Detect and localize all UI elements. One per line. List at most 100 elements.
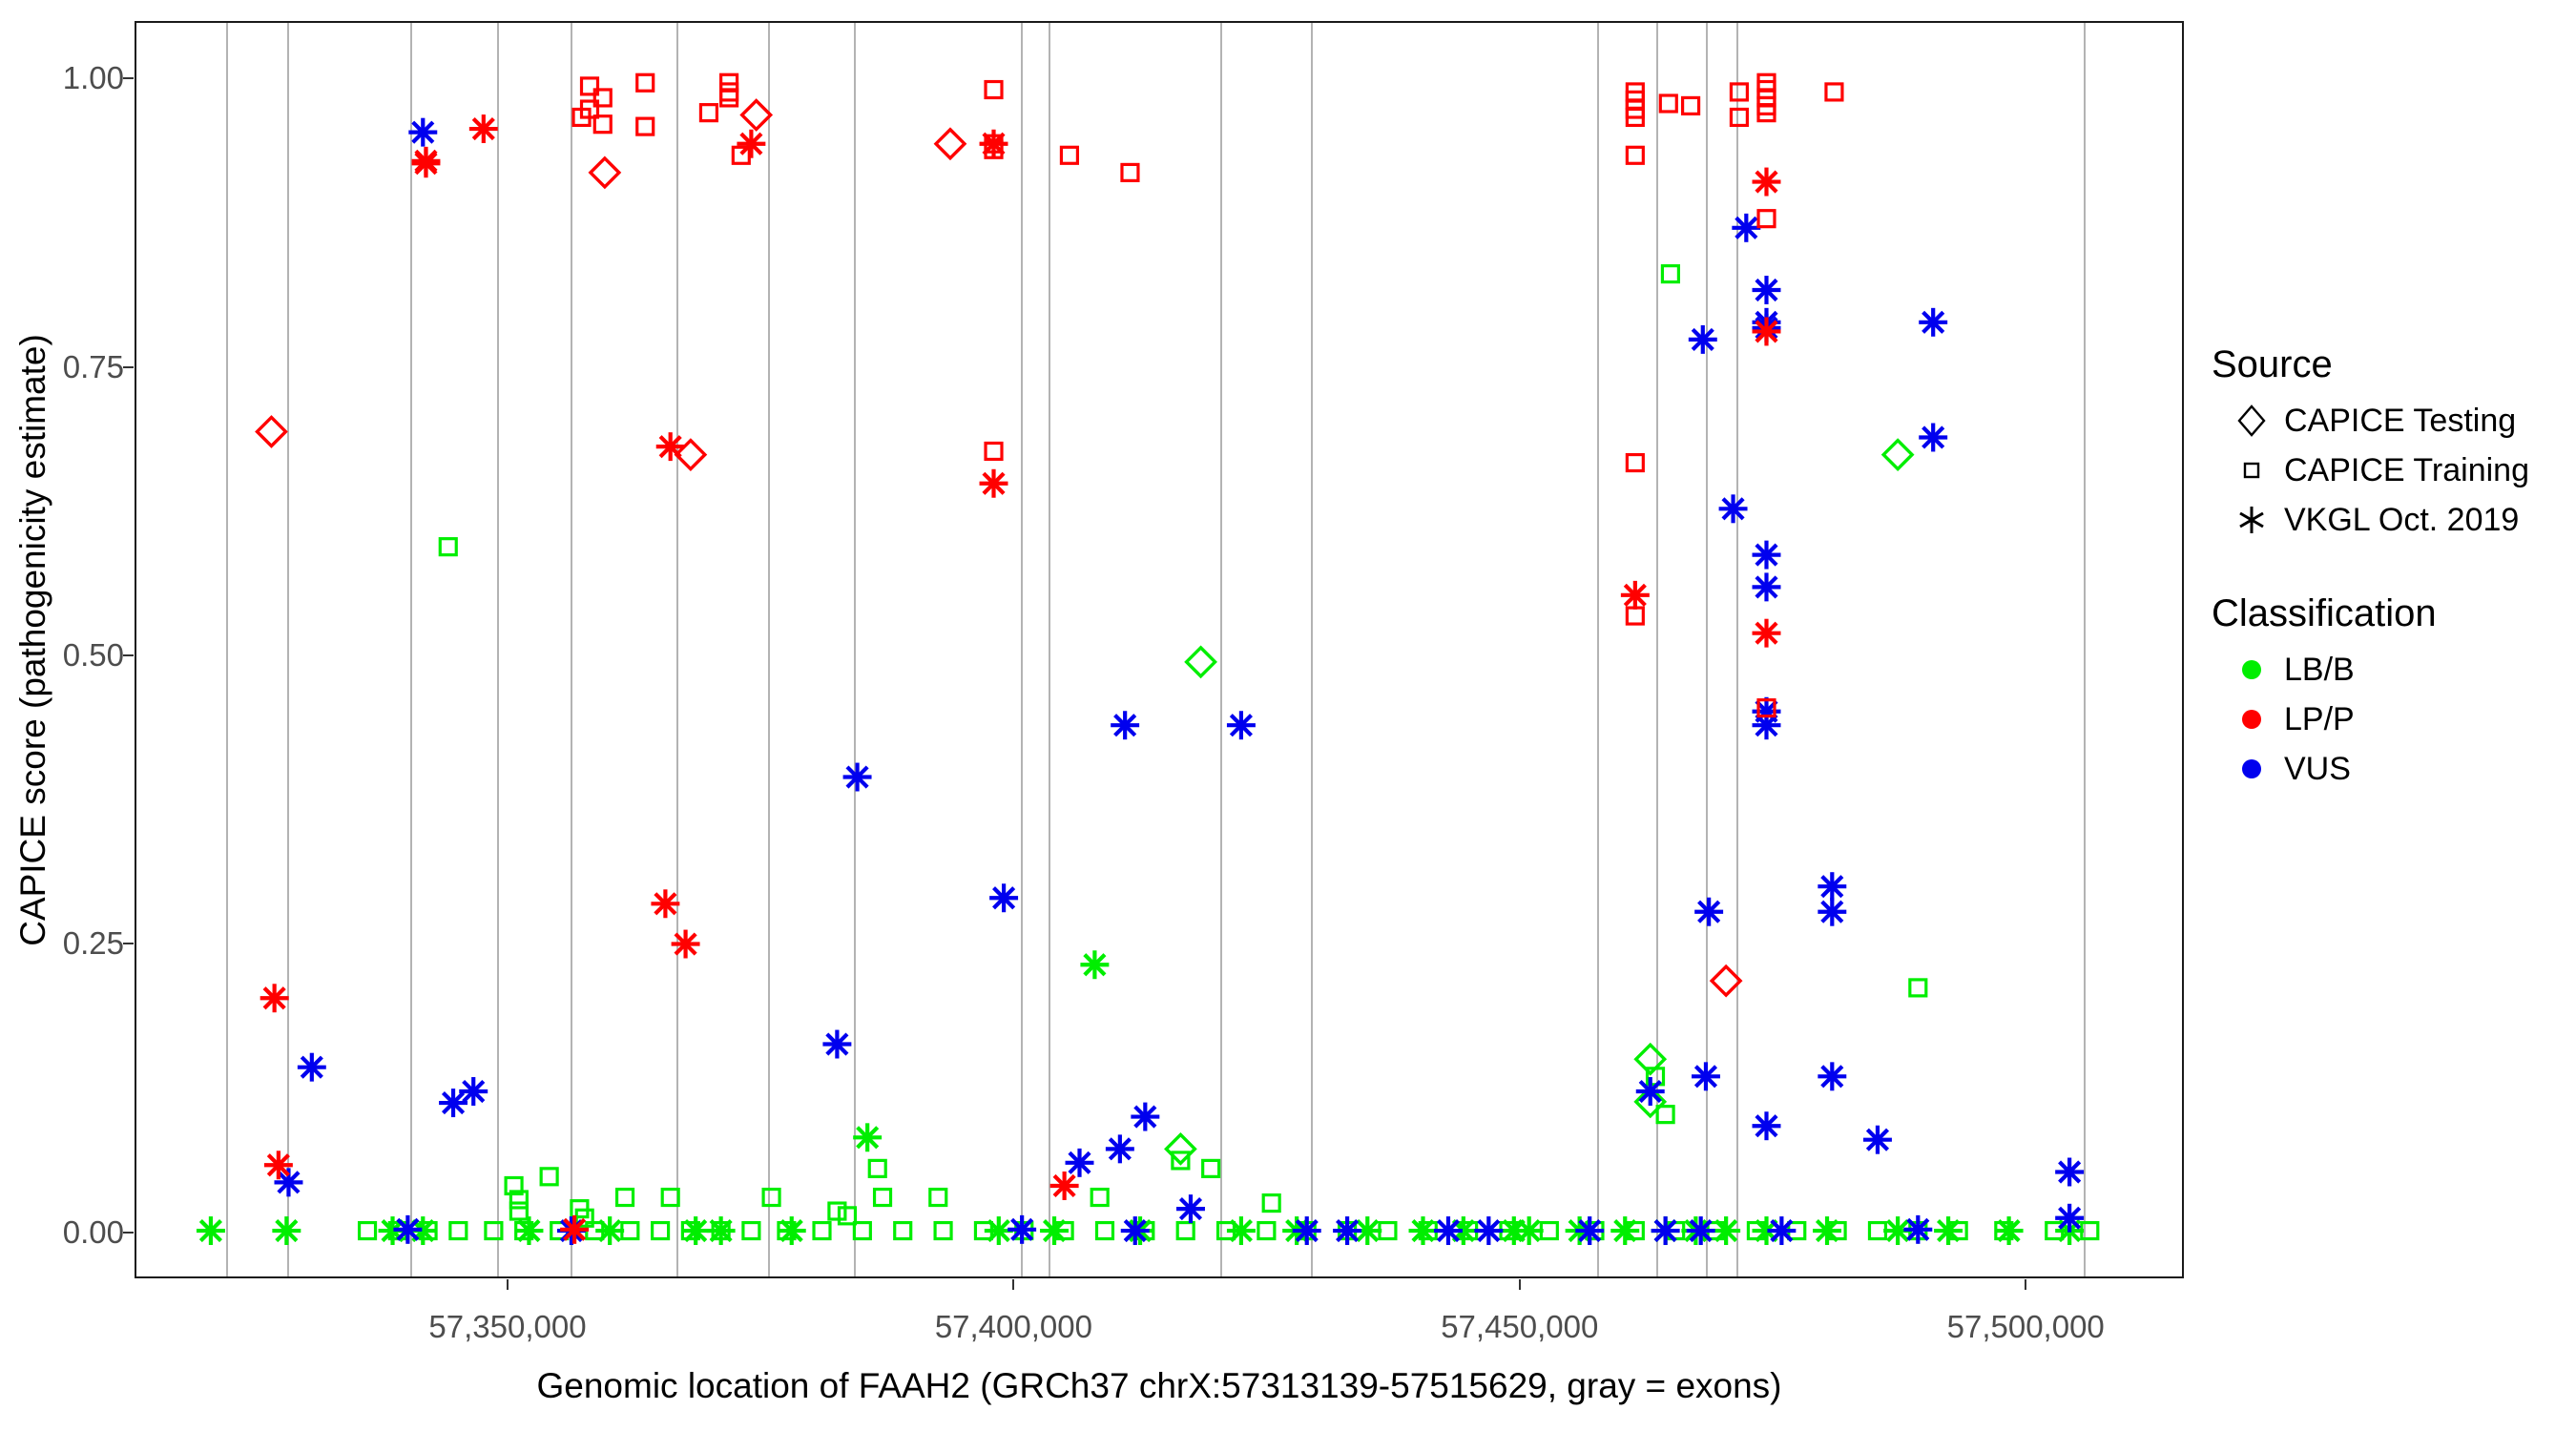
data-point-square [1171, 1151, 1191, 1171]
data-point-asterisk [1111, 711, 1140, 740]
data-point-square [1658, 93, 1678, 114]
exon-line [1656, 23, 1658, 1276]
x-tick-label: 57,450,000 [1441, 1309, 1599, 1344]
exon-line [226, 23, 228, 1276]
data-point-square [827, 1201, 847, 1221]
data-point-diamond [1880, 438, 1915, 471]
data-point-square [719, 88, 739, 108]
exon-line [1021, 23, 1023, 1276]
exon-line [1311, 23, 1313, 1276]
data-point-square [1378, 1220, 1398, 1241]
data-point-asterisk [1065, 1148, 1094, 1177]
exon-line [854, 23, 856, 1276]
data-point-square [448, 1220, 468, 1241]
data-point-square [1094, 1220, 1115, 1241]
data-point-asterisk [1919, 423, 1948, 452]
data-point-asterisk [1752, 317, 1781, 346]
exon-line [1220, 23, 1222, 1276]
x-tick-mark [1518, 1279, 1521, 1290]
data-point-asterisk [560, 1214, 590, 1244]
data-point-asterisk [1862, 1125, 1892, 1154]
data-point-asterisk [393, 1214, 423, 1244]
exon-line [287, 23, 289, 1276]
asterisk-icon [2225, 495, 2278, 545]
data-point-asterisk [1620, 580, 1650, 610]
y-tick-label: 0.75 [62, 348, 124, 384]
data-point-asterisk [1732, 213, 1761, 242]
y-tick-mark [123, 654, 134, 657]
legend-label-vkgl: VKGL Oct. 2019 [2284, 501, 2520, 538]
diamond-icon [2225, 396, 2278, 446]
legend-item-capice-training[interactable]: CAPICE Training [2225, 446, 2565, 495]
data-point-diamond [933, 127, 967, 161]
data-point-asterisk [468, 114, 498, 144]
blue-dot-icon [2225, 744, 2278, 794]
data-point-asterisk [1686, 1216, 1715, 1246]
data-point-square [504, 1175, 524, 1196]
data-point-diamond [739, 98, 774, 132]
data-point-asterisk [681, 1216, 711, 1246]
data-point-asterisk [706, 1216, 736, 1246]
data-point-square [635, 116, 655, 136]
data-point-asterisk [1408, 1216, 1438, 1246]
data-point-asterisk [1818, 872, 1847, 902]
data-point-square [651, 1220, 671, 1241]
data-point-asterisk [671, 929, 700, 959]
data-point-asterisk [1712, 1216, 1741, 1246]
data-point-asterisk [1752, 572, 1781, 602]
data-point-asterisk [1752, 618, 1781, 648]
data-point-square [1729, 82, 1749, 102]
square-icon [2225, 446, 2278, 495]
y-tick-mark [123, 943, 134, 945]
x-tick-label: 57,350,000 [428, 1309, 587, 1344]
legend-item-vus[interactable]: VUS [2225, 744, 2565, 794]
legend: Source CAPICE Testing CAPICE Training [2212, 343, 2565, 841]
data-point-asterisk [1120, 1216, 1150, 1246]
data-point-asterisk [1575, 1216, 1605, 1246]
data-point-square [1625, 145, 1645, 165]
legend-label-lbb: LB/B [2284, 651, 2355, 688]
exon-line [571, 23, 572, 1276]
data-point-diamond [255, 415, 288, 448]
legend-label-vus: VUS [2284, 750, 2351, 787]
data-point-asterisk [777, 1216, 806, 1246]
data-point-asterisk [1474, 1216, 1504, 1246]
data-point-asterisk [1292, 1216, 1321, 1246]
data-point-asterisk [1333, 1216, 1362, 1246]
y-axis-ticks: 1.00 0.75 0.50 0.25 0.00 [0, 0, 134, 1431]
data-point-asterisk [1176, 1194, 1205, 1224]
data-point-asterisk [1433, 1216, 1463, 1246]
legend-label-capice-testing: CAPICE Testing [2284, 402, 2517, 439]
data-point-square [1201, 1158, 1221, 1178]
data-point-square [574, 1208, 594, 1228]
legend-item-capice-testing[interactable]: CAPICE Testing [2225, 396, 2565, 446]
data-point-asterisk [1040, 1216, 1070, 1246]
legend-item-lbb[interactable]: LB/B [2225, 645, 2565, 695]
data-point-asterisk [272, 1216, 301, 1246]
data-point-square [928, 1187, 948, 1208]
data-point-square [1625, 107, 1645, 128]
legend-item-lpp[interactable]: LP/P [2225, 695, 2565, 744]
data-point-square [635, 73, 655, 93]
exon-line [1706, 23, 1708, 1276]
data-point-square [867, 1158, 887, 1178]
data-point-square [592, 114, 613, 135]
data-point-asterisk [263, 1151, 293, 1180]
legend-item-vkgl[interactable]: VKGL Oct. 2019 [2225, 495, 2565, 545]
data-point-asterisk [411, 149, 441, 178]
data-point-asterisk [260, 984, 289, 1013]
y-tick-label: 0.50 [62, 637, 124, 674]
x-axis-title: Genomic location of FAAH2 (GRCh37 chrX:5… [536, 1366, 1782, 1405]
data-points-layer [196, 73, 2100, 1246]
data-point-diamond [674, 438, 708, 471]
data-point-square [438, 537, 458, 557]
data-point-asterisk [651, 889, 680, 919]
data-point-square [509, 1201, 529, 1221]
y-tick-label: 0.25 [62, 925, 124, 962]
y-tick-label: 1.00 [62, 60, 124, 96]
x-tick-label: 57,400,000 [934, 1309, 1092, 1344]
data-point-square [1625, 452, 1645, 473]
data-point-asterisk [408, 117, 438, 147]
data-point-asterisk [989, 883, 1019, 913]
data-point-asterisk [737, 129, 766, 158]
